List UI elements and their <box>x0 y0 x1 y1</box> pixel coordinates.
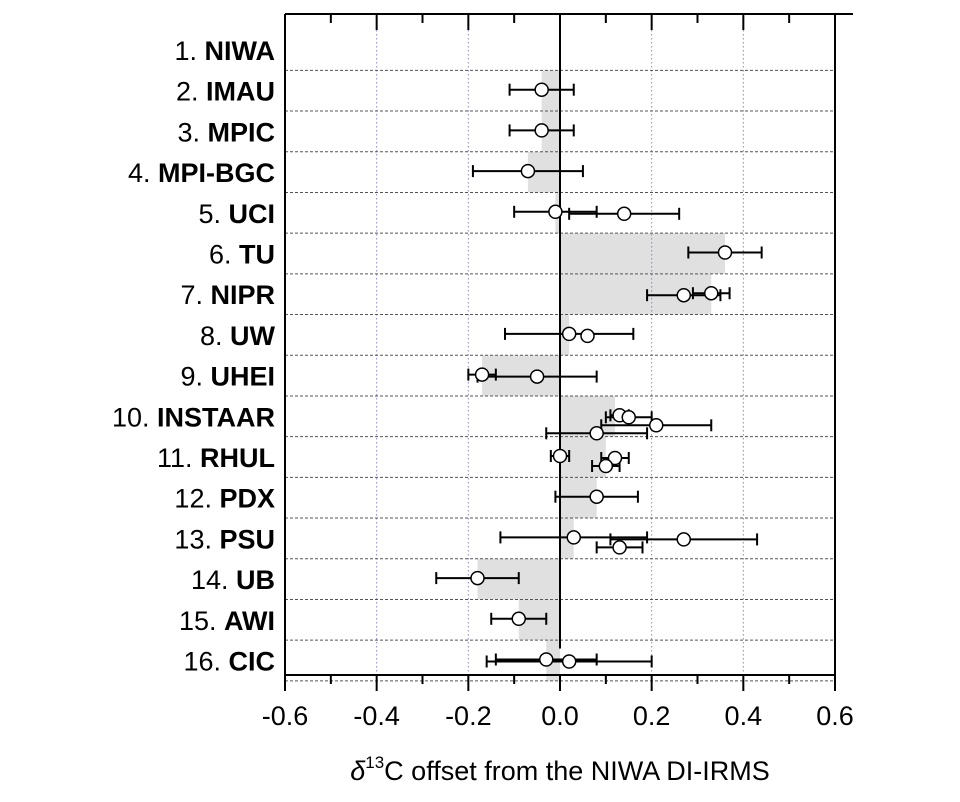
lab-name: INSTAAR <box>157 402 275 432</box>
data-point <box>548 204 563 220</box>
data-point <box>589 426 604 441</box>
data-point <box>717 245 733 260</box>
lab-label: 14. UB <box>191 565 275 595</box>
lab-number: 1. <box>174 36 204 66</box>
lab-label: 5. UCI <box>198 199 275 229</box>
x-tick-label: -0.4 <box>353 701 400 731</box>
lab-label: 8. UW <box>200 321 276 351</box>
data-point <box>589 489 604 504</box>
lab-name: NIWA <box>205 36 276 66</box>
lab-label: 11. RHUL <box>157 443 275 473</box>
lab-name: UW <box>230 321 275 351</box>
data-point <box>649 418 664 433</box>
lab-name: NIPR <box>210 280 275 310</box>
lab-label: 7. NIPR <box>180 280 275 310</box>
error-bars <box>435 83 763 668</box>
data-point <box>539 652 554 667</box>
x-axis-label-delta: δ <box>350 756 366 786</box>
x-tick-label: 0.2 <box>633 701 671 731</box>
lab-name: MPIC <box>208 117 276 147</box>
data-point <box>616 206 632 222</box>
lab-number: 14. <box>191 565 236 595</box>
lab-number: 10. <box>112 402 157 432</box>
data-point <box>561 654 577 669</box>
data-point <box>534 82 549 97</box>
lab-label: 10. INSTAAR <box>112 402 275 432</box>
lab-label: 1. NIWA <box>174 36 275 66</box>
data-point <box>561 326 577 342</box>
lab-number: 15. <box>179 606 224 636</box>
axis-ticks <box>284 14 836 691</box>
lab-name: PDX <box>219 484 275 514</box>
lab-number: 16. <box>183 647 228 677</box>
lab-name: PSU <box>219 524 275 554</box>
x-tick-label: 0.4 <box>725 701 763 731</box>
data-point <box>520 163 536 179</box>
data-point <box>598 458 614 474</box>
data-point <box>511 611 526 627</box>
lab-name: CIC <box>229 647 276 677</box>
data-point <box>566 530 581 545</box>
x-tick-labels: -0.6 -0.4 -0.2 0.0 0.2 0.4 0.6 <box>262 701 854 731</box>
lab-label: 12. PDX <box>174 484 275 514</box>
lab-name: UB <box>236 565 275 595</box>
data-point <box>580 328 595 344</box>
lab-number: 12. <box>174 484 219 514</box>
lab-number: 4. <box>128 158 158 188</box>
lab-label: 6. TU <box>209 240 275 270</box>
lab-number: 7. <box>180 280 210 310</box>
lab-label: 15. AWI <box>179 606 275 636</box>
data-point <box>621 410 636 425</box>
lab-label: 3. MPIC <box>177 117 275 147</box>
data-point <box>704 285 719 301</box>
x-axis-label: δ13C offset from the NIWA DI-IRMS <box>350 753 770 786</box>
lab-label: 2. IMAU <box>176 77 275 107</box>
lab-number: 5. <box>198 199 228 229</box>
lab-name: IMAU <box>206 77 275 107</box>
lab-label: 4. MPI-BGC <box>128 158 275 188</box>
data-point <box>676 287 691 303</box>
lab-label: 16. CIC <box>183 647 275 677</box>
lab-number: 8. <box>200 321 230 351</box>
x-tick-label: -0.6 <box>262 701 309 731</box>
data-point <box>529 369 545 384</box>
data-point <box>676 532 691 547</box>
data-point <box>552 448 568 464</box>
data-point <box>612 540 627 555</box>
x-axis-label-superscript: 13 <box>365 753 384 772</box>
lab-label: 9. UHEI <box>180 362 275 392</box>
lab-number: 3. <box>177 117 207 147</box>
data-points <box>470 82 733 669</box>
lab-name: AWI <box>224 606 275 636</box>
lab-number: 2. <box>176 77 206 107</box>
lab-label: 13. PSU <box>174 524 275 554</box>
x-tick-label: 0.6 <box>816 701 854 731</box>
lab-labels: 1. NIWA 2. IMAU 3. MPIC 4. MPI-BGC 5. UCI 6. … <box>112 36 276 677</box>
lab-number: 11. <box>157 443 200 473</box>
lab-name: UCI <box>229 199 276 229</box>
lab-name: UHEI <box>210 362 275 392</box>
x-axis-label-text: C offset from the NIWA DI-IRMS <box>384 756 770 786</box>
x-tick-label: 0.0 <box>541 701 579 731</box>
data-point <box>470 570 485 586</box>
data-point <box>534 123 549 138</box>
data-point <box>474 367 490 382</box>
data-point <box>607 450 623 466</box>
lab-name: TU <box>239 240 275 270</box>
lab-name: MPI-BGC <box>158 158 275 188</box>
lab-number: 6. <box>209 240 239 270</box>
lab-number: 9. <box>180 362 210 392</box>
x-tick-label: -0.2 <box>445 701 492 731</box>
lab-name: RHUL <box>200 443 275 473</box>
lab-number: 13. <box>174 524 219 554</box>
